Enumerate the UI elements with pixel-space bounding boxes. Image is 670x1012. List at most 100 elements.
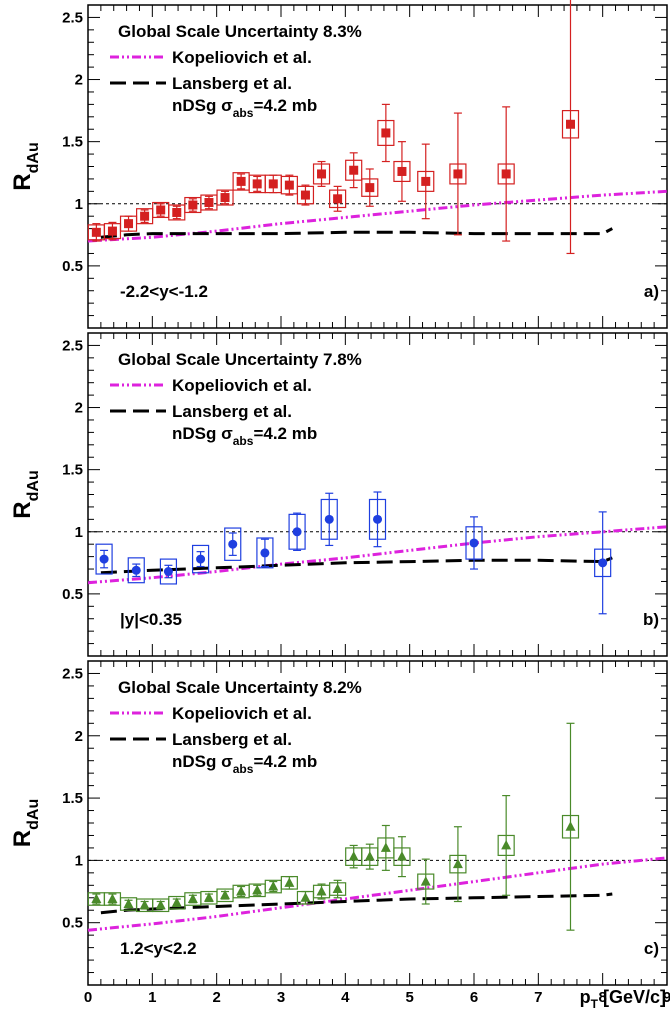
marker-triangle <box>452 858 463 869</box>
marker-square <box>501 169 511 179</box>
rapidity-range-label: 1.2<y<2.2 <box>120 939 197 958</box>
marker-square <box>156 205 166 215</box>
data-point <box>417 858 435 905</box>
marker-square <box>397 166 407 176</box>
sys-error-box <box>280 875 298 890</box>
x-axis-label: pT [GeV/c] <box>580 987 666 1011</box>
marker-square <box>349 165 359 175</box>
marker-circle <box>99 554 109 564</box>
marker-square <box>236 176 246 186</box>
data-point <box>368 491 387 548</box>
data-point <box>87 892 105 906</box>
marker-square <box>421 176 431 186</box>
y-axis-label: RdAu <box>9 799 42 847</box>
legend-kopeliovich-label: Kopeliovich et al. <box>172 48 312 67</box>
panel-tag: c) <box>644 939 659 958</box>
marker-square <box>188 200 198 210</box>
marker-triangle <box>236 886 247 896</box>
legend-lansberg-label: Lansberg et al. <box>172 74 292 93</box>
sys-error-box <box>361 178 379 197</box>
marker-triangle <box>139 899 150 910</box>
marker-circle <box>469 538 479 548</box>
kopeliovich-curve <box>87 856 668 932</box>
sys-error-box <box>191 544 210 574</box>
sys-error-box <box>393 847 411 866</box>
data-point <box>377 824 395 871</box>
data-point <box>345 152 363 189</box>
marker-triangle <box>565 821 576 831</box>
sys-error-box <box>594 548 612 578</box>
marker-square <box>317 169 327 179</box>
sys-error-box <box>329 882 347 896</box>
data-point <box>216 189 234 206</box>
x-axis-label-unit: [GeV/c] <box>598 987 666 1007</box>
y-tick-label: 2 <box>75 400 83 417</box>
legend-ndsg-suffix: =4.2 mb <box>253 424 317 443</box>
marker-triangle <box>268 881 279 891</box>
y-axis-label-main: R <box>9 501 36 518</box>
global-scale-label: Global Scale Uncertainty 8.2% <box>118 678 362 697</box>
data-point <box>248 883 266 898</box>
marker-triangle <box>187 893 198 904</box>
legend-ndsg-sub: abs <box>233 762 254 776</box>
marker-square <box>91 227 101 237</box>
data-point <box>119 215 138 232</box>
marker-triangle <box>332 883 343 894</box>
legend-ndsg-suffix: =4.2 mb <box>253 752 317 771</box>
legend-ndsg-label: nDSg σabs=4.2 mb <box>172 96 317 120</box>
marker-triangle <box>300 892 311 902</box>
rapidity-range-label: |y|<0.35 <box>120 610 182 629</box>
data-point <box>288 512 306 552</box>
sys-error-box <box>296 185 315 205</box>
marker-triangle <box>155 899 166 910</box>
marker-circle <box>260 548 270 558</box>
data-point <box>329 879 347 899</box>
data-point <box>561 0 580 255</box>
y-axis-label-sub: dAu <box>25 470 42 501</box>
data-point <box>224 527 242 561</box>
legend-ndsg-label: nDSg σabs=4.2 mb <box>172 752 317 776</box>
sys-error-box <box>312 163 331 185</box>
marker-triangle <box>91 893 102 904</box>
legend-ndsg-suffix: =4.2 mb <box>253 96 317 115</box>
data-point <box>449 112 467 236</box>
y-tick-label: 2 <box>75 728 83 745</box>
y-tick-label: 0.5 <box>62 915 83 932</box>
marker-square <box>333 194 343 204</box>
data-point <box>136 208 154 225</box>
data-point <box>345 844 363 869</box>
x-tick-label: 0 <box>84 989 92 1006</box>
marker-triangle <box>284 877 295 887</box>
marker-square <box>172 207 182 217</box>
data-point <box>280 174 298 196</box>
marker-circle <box>228 539 238 549</box>
data-point <box>232 172 250 191</box>
y-tick-label: 1 <box>75 852 83 869</box>
marker-circle <box>196 554 206 564</box>
data-point <box>232 884 250 899</box>
y-axis-label-main: R <box>9 173 36 190</box>
data-point <box>280 875 298 890</box>
marker-square <box>268 179 278 189</box>
sys-error-box <box>497 163 515 185</box>
lansberg-curve <box>100 556 613 575</box>
sys-error-box <box>465 526 483 560</box>
marker-square <box>365 183 375 193</box>
global-scale-label: Global Scale Uncertainty 7.8% <box>118 350 362 369</box>
data-point <box>159 558 178 585</box>
sys-error-box <box>417 170 435 192</box>
marker-square <box>252 179 262 189</box>
x-axis-label-sub: T <box>591 997 599 1011</box>
data-point <box>191 544 210 574</box>
y-tick-label: 1 <box>75 524 83 541</box>
legend-lansberg-label: Lansberg et al. <box>172 730 292 749</box>
marker-triangle <box>203 892 214 902</box>
x-axis-label-main: p <box>580 987 591 1007</box>
data-point <box>103 892 122 906</box>
marker-square <box>107 226 117 236</box>
sys-error-box <box>95 543 113 575</box>
x-tick-label: 2 <box>212 989 220 1006</box>
sys-error-box <box>280 175 298 195</box>
data-point <box>264 879 282 894</box>
